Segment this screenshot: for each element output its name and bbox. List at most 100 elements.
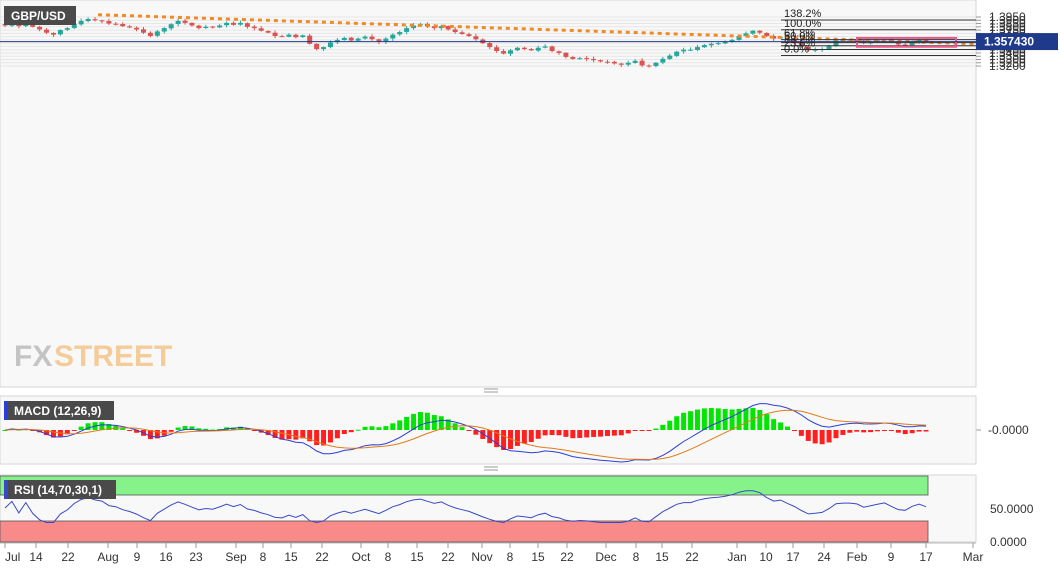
price-axis[interactable]: 1.39501.39001.38501.38001.37501.37001.36… [976,10,1026,431]
candle-body [85,18,91,22]
macd-bar [674,416,680,430]
date-tick-label: 8 [633,550,640,564]
macd-bar [639,430,645,431]
macd-bar [466,430,472,431]
candle-body [812,49,818,51]
candle-body [175,20,181,24]
macd-bar [764,414,770,430]
macd-bar [923,430,929,432]
candle [632,59,638,64]
rsi-overbought-zone [0,475,929,496]
candle [37,25,43,32]
candle [570,55,576,60]
candle [598,59,604,63]
macd-bar [279,430,285,440]
candle-body [404,28,410,32]
macd-bar [604,430,610,437]
watermark: FX STREET [14,340,172,373]
date-tick-label: Sep [225,550,247,564]
candle-body [154,31,160,36]
macd-bar [154,430,160,439]
macd-bar [390,423,396,430]
candle-body [501,51,507,54]
candle-body [466,34,472,36]
date-tick-label: 15 [284,550,298,564]
candle-body [916,39,922,43]
pane-splitter-1[interactable] [484,388,498,393]
macd-bar [424,412,430,430]
candle-body [653,62,659,67]
candle [701,44,707,48]
symbol-label[interactable]: GBP/USD [4,6,76,25]
price-tick-label: 1.3300 [989,53,1026,67]
candle [369,34,375,41]
candle-body [189,22,195,26]
candle [203,24,209,30]
candle [521,46,527,51]
date-tick-label: 8 [260,550,267,564]
candle [300,34,306,38]
macd-bar [625,430,631,434]
candle-body [715,43,721,45]
candle-body [688,49,694,51]
macd-bar [591,430,597,437]
macd-bar [106,423,112,430]
candle [660,56,666,65]
candle [161,27,167,34]
rsi-pane[interactable]: RSI (14,70,30,1) [0,474,977,543]
macd-bar [99,422,105,430]
candle-body [106,21,112,24]
candle [604,59,610,64]
fib-level-label: 38.2% [784,34,815,46]
candle-body [334,39,340,43]
candle-body [618,63,624,65]
candle [50,32,56,38]
macd-bar [362,426,368,430]
candle-body [307,35,313,44]
candle [611,60,617,65]
pane-splitter-2[interactable] [484,466,498,471]
candle-body [64,28,70,30]
date-tick-label: 16 [159,550,173,564]
macd-bar [189,426,195,430]
macd-bar [175,427,181,430]
macd-label[interactable]: MACD (12,26,9) [4,401,114,420]
candle [771,34,777,41]
symbol-text: GBP/USD [11,9,66,23]
rsi-label[interactable]: RSI (14,70,30,1) [4,480,116,499]
price-pane[interactable]: 138.2%100.0%61.8%50.0%38.2%23.6%0.0% FX … [0,0,977,388]
rsi-line [4,490,927,524]
macd-bar [508,430,514,449]
macd-bar [909,430,915,434]
candle-body [120,24,126,27]
candle-body [521,47,527,50]
macd-bar [217,428,223,430]
date-axis[interactable]: Jul 14 22 Aug 9 16 23 Sep 8 15 22 Oct 8 15 22 Nov 8 15 22 D… [0,542,983,564]
candle [279,34,285,38]
rsi-label-0: 0.0000 [990,535,1027,549]
macd-bar [868,430,874,433]
candle [390,33,396,41]
macd-bar [833,430,839,439]
candle [438,24,444,31]
macd-bar [584,430,590,438]
rsi-oversold-zone [0,520,929,543]
date-tick-label: 22 [61,550,75,564]
macd-pane[interactable]: MACD (12,26,9) [0,395,977,465]
macd-bar [785,426,790,430]
macd-bar [729,409,735,430]
candle-body [50,32,56,35]
price-pane-background [0,0,977,388]
candle [272,30,278,39]
candle-body [487,43,493,48]
trend-line [97,13,977,46]
candle-body [258,28,264,31]
candle-body [494,47,500,52]
date-tick-label: 22 [685,550,699,564]
macd-bar [196,428,202,430]
candle-body [362,36,368,39]
candle-body [743,33,749,36]
watermark-fx: FX [14,340,52,373]
candle-body [563,52,569,57]
candle [445,25,451,31]
